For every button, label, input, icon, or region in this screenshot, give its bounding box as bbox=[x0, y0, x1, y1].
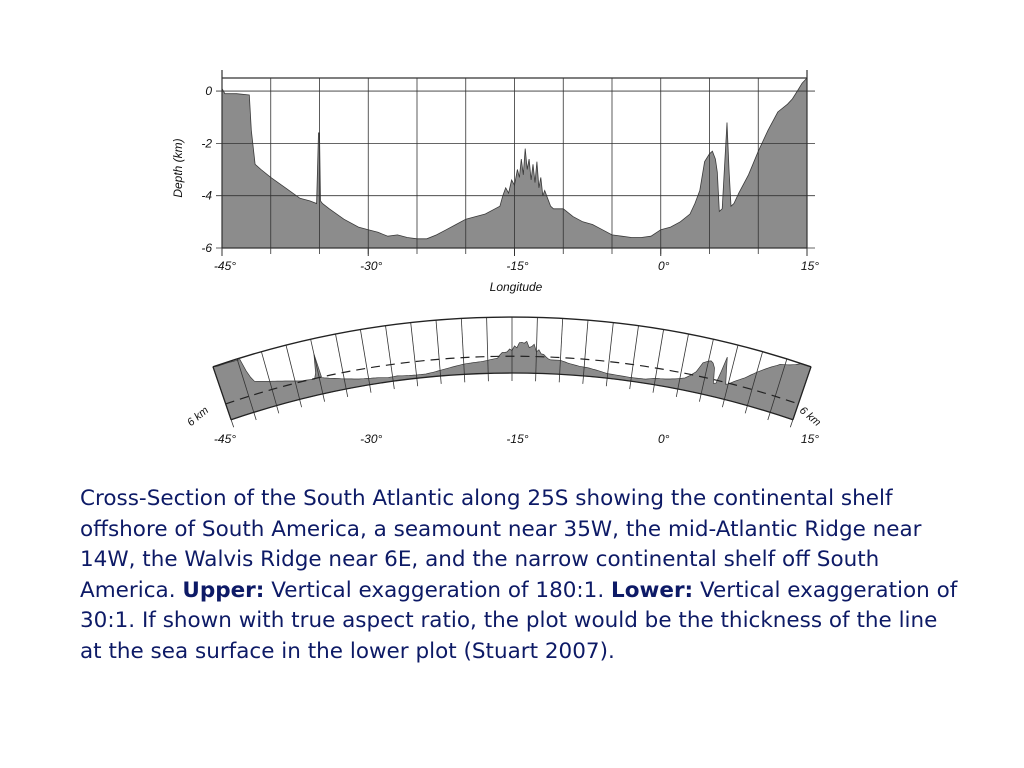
caption-lower-label: Lower: bbox=[611, 577, 694, 603]
sea-surface-arc bbox=[212, 316, 812, 368]
end-cap-line bbox=[212, 366, 232, 421]
meridian-line bbox=[410, 322, 419, 387]
y-tick-label: -2 bbox=[201, 136, 212, 150]
cross-section-figure: -45° -30° -15° 0° 15° 0 -2 -4 -6 Depth (km) Long… bbox=[171, 70, 823, 446]
meridian-line bbox=[385, 325, 395, 390]
lower-x-tick-label: -45° bbox=[214, 432, 236, 446]
caption-upper-text: Vertical exaggeration of 180:1. bbox=[264, 577, 612, 603]
meridian-line bbox=[722, 345, 739, 408]
x-tick-label: 0° bbox=[658, 259, 670, 273]
caption-lower-text: Vertical exaggeration of 30:1. If shown … bbox=[80, 577, 958, 664]
meridian-line bbox=[261, 351, 280, 414]
meridian-line bbox=[582, 320, 589, 384]
meridian-line bbox=[360, 329, 372, 393]
end-cap-line bbox=[792, 366, 812, 421]
upper-depth-chart: -45° -30° -15° 0° 15° 0 -2 -4 -6 Depth (km) Long… bbox=[171, 70, 819, 294]
meridian-line bbox=[486, 317, 489, 382]
meridian-line bbox=[605, 322, 614, 387]
x-tick-label: -15° bbox=[506, 259, 528, 273]
meridian-line bbox=[236, 358, 257, 421]
x-tick-label: -30° bbox=[360, 259, 382, 273]
meridian-line bbox=[535, 317, 538, 382]
figure-caption: Cross-Section of the South Atlantic alon… bbox=[80, 484, 960, 667]
upper-grid bbox=[216, 70, 815, 256]
caption-text: Cross-Section of the South Atlantic alon… bbox=[80, 486, 922, 603]
meridian-line bbox=[699, 339, 714, 402]
meridian-line bbox=[310, 339, 325, 402]
meridian-line bbox=[435, 320, 442, 384]
lower-x-tick-label: 0° bbox=[658, 432, 670, 446]
meridian-line bbox=[744, 351, 763, 414]
bottom-arc bbox=[230, 372, 794, 421]
y-tick-label: 0 bbox=[205, 84, 212, 98]
lower-x-tick-label: -15° bbox=[506, 432, 528, 446]
lower-x-tick-label: -30° bbox=[360, 432, 382, 446]
meridian-line bbox=[629, 325, 639, 390]
x-tick-label: -45° bbox=[214, 259, 236, 273]
lower-x-tick-label: 15° bbox=[801, 432, 819, 446]
dashed-reference-arc bbox=[225, 355, 799, 405]
upper-tick-labels: -45° -30° -15° 0° 15° 0 -2 -4 -6 bbox=[201, 84, 819, 273]
meridian-line bbox=[335, 333, 349, 397]
meridian-line bbox=[767, 358, 788, 421]
x-axis-label: Longitude bbox=[490, 280, 543, 294]
meridian-line bbox=[285, 345, 302, 408]
scale-label-right: 6 km bbox=[797, 404, 823, 429]
meridian-line bbox=[460, 318, 466, 383]
lower-curved-chart: -45° -30° -15° 0° 15° 6 km 6 km bbox=[185, 316, 823, 446]
meridian-line bbox=[652, 329, 664, 393]
y-axis-label: Depth (km) bbox=[171, 138, 185, 197]
meridian-line bbox=[675, 333, 689, 397]
lower-plot-area bbox=[212, 316, 812, 428]
y-tick-label: -4 bbox=[201, 189, 212, 203]
scale-label-left: 6 km bbox=[185, 404, 211, 429]
x-tick-label: 15° bbox=[801, 259, 819, 273]
caption-upper-label: Upper: bbox=[182, 577, 265, 603]
y-tick-label: -6 bbox=[201, 241, 212, 255]
lower-tick-labels: -45° -30° -15° 0° 15° bbox=[214, 432, 819, 446]
meridian-line bbox=[558, 318, 564, 383]
